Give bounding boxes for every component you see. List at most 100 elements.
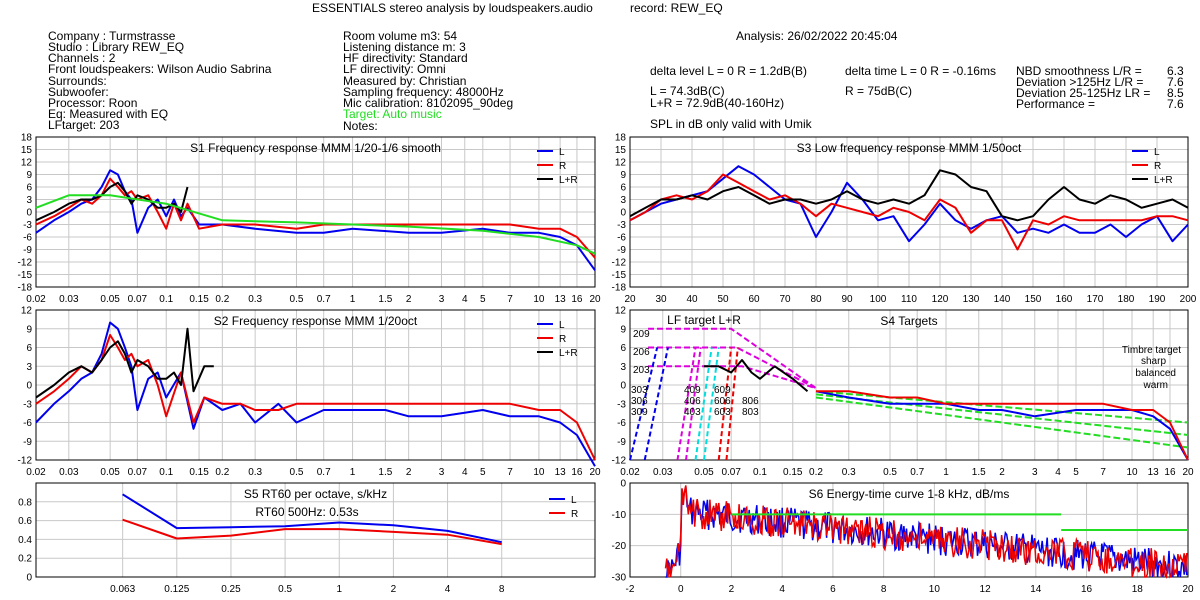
info-studio: Studio : Library REW_EQ — [48, 40, 185, 54]
y-tick-label: 0 — [620, 479, 626, 490]
plot-frame — [35, 309, 596, 461]
x-tick-label: 0.02 — [26, 467, 46, 478]
x-tick-label: 30 — [655, 294, 667, 305]
y-tick-label: -9 — [23, 437, 32, 448]
y-tick-label: 12 — [615, 158, 627, 169]
lf-slope-line — [643, 347, 669, 461]
x-tick-label: 190 — [1149, 294, 1166, 305]
x-tick-label: 0.07 — [128, 467, 148, 478]
lf-code: 606 — [714, 396, 731, 407]
x-tick-label: 12 — [980, 584, 992, 595]
series-line-L — [629, 165, 1189, 243]
y-tick-label: 0.2 — [18, 554, 32, 565]
y-tick-label: -18 — [612, 283, 627, 294]
x-tick-label: 14 — [1030, 584, 1042, 595]
x-tick-label: 2 — [999, 467, 1005, 478]
y-tick-label: 0.4 — [18, 535, 32, 546]
y-tick-label: 0.6 — [18, 516, 32, 527]
level-l: L = 74.3dB(C) — [650, 84, 725, 98]
x-tick-label: 0.15 — [189, 294, 209, 305]
series-line-target — [35, 194, 596, 255]
series-line-L — [35, 169, 596, 271]
lf-code: 303 — [631, 385, 648, 396]
x-tick-label: 1 — [350, 294, 356, 305]
info-eq: Eq: Measured with EQ — [48, 107, 169, 121]
x-tick-label: 1 — [350, 467, 356, 478]
x-tick-label: 10 — [929, 584, 941, 595]
x-tick-label: 0.7 — [910, 467, 924, 478]
x-tick-label: 16 — [1164, 467, 1176, 478]
x-tick-label: 4 — [462, 467, 468, 478]
x-tick-label: 0.3 — [248, 294, 262, 305]
timbre-label: Timbre target — [1122, 345, 1181, 356]
x-tick-label: 120 — [932, 294, 949, 305]
x-tick-label: 0.05 — [694, 467, 714, 478]
x-tick-label: 0.2 — [809, 467, 823, 478]
x-tick-label: 4 — [462, 294, 468, 305]
y-tick-label: 18 — [615, 133, 627, 144]
lf-slope-line — [717, 347, 733, 461]
x-tick-label: 13 — [555, 294, 567, 305]
y-tick-label: -15 — [18, 270, 33, 281]
timbre-warm: warm — [1143, 380, 1168, 391]
y-tick-label: -10 — [612, 510, 627, 521]
x-tick-label: 0.7 — [317, 294, 331, 305]
series-line-R — [816, 390, 1189, 461]
x-tick-label: 170 — [1087, 294, 1104, 305]
x-tick-label: 0.2 — [215, 467, 229, 478]
lf-code: 403 — [684, 407, 701, 418]
info-company: Company : Turmstrasse — [48, 29, 176, 43]
y-tick-label: -6 — [617, 418, 626, 429]
x-tick-label: 1.5 — [378, 294, 392, 305]
x-tick-label: 10 — [1126, 467, 1138, 478]
info-subwoofer: Subwoofer: — [48, 85, 109, 99]
y-tick-label: 12 — [21, 306, 33, 317]
legend-label: R — [559, 161, 566, 172]
lf-code: 309 — [631, 407, 648, 418]
y-tick-label: -9 — [617, 245, 626, 256]
y-tick-label: 15 — [21, 145, 33, 156]
lf-code: 409 — [684, 385, 701, 396]
record-name: record: REW_EQ — [630, 1, 723, 15]
x-tick-label: 16 — [571, 467, 583, 478]
x-tick-label: 200 — [1180, 294, 1197, 305]
x-tick-label: 140 — [994, 294, 1011, 305]
metric-nbd-label: NBD smoothness L/R = — [1016, 64, 1142, 78]
y-tick-label: 9 — [620, 324, 626, 335]
plot-frame — [35, 136, 596, 288]
x-tick-label: 18 — [1132, 584, 1144, 595]
x-tick-label: 16 — [571, 294, 583, 305]
y-tick-label: -3 — [23, 220, 32, 231]
lf-slope-line — [629, 347, 659, 461]
y-tick-label: 12 — [615, 306, 627, 317]
info-notes: Notes: — [343, 119, 378, 133]
x-tick-label: 4 — [445, 584, 451, 595]
metric-dev-lf-value: 8.5 — [1167, 86, 1184, 100]
report-title: ESSENTIALS stereo analysis by loudspeake… — [312, 1, 593, 15]
y-tick-label: -9 — [23, 245, 32, 256]
chart-title: S4 Targets — [880, 314, 937, 328]
x-tick-label: 5 — [480, 294, 486, 305]
chart-title: S3 Low frequency response MMM 1/50oct — [797, 141, 1022, 155]
x-tick-label: 13 — [1148, 467, 1160, 478]
x-tick-label: 6 — [830, 584, 836, 595]
y-tick-label: 6 — [620, 343, 626, 354]
x-tick-label: 20 — [1182, 467, 1194, 478]
x-tick-label: 7 — [507, 467, 513, 478]
legend-label: L+R — [559, 175, 578, 186]
legend-label: R — [1154, 161, 1161, 172]
y-tick-label: 6 — [26, 343, 32, 354]
y-tick-label: -30 — [612, 573, 627, 584]
y-tick-label: 3 — [620, 362, 626, 373]
x-tick-label: 0.125 — [164, 584, 189, 595]
x-tick-label: 0.5 — [290, 467, 304, 478]
metric-nbd-value: 6.3 — [1167, 64, 1184, 78]
y-tick-label: -3 — [23, 399, 32, 410]
chart-title: S6 Energy-time curve 1-8 kHz, dB/ms — [809, 487, 1010, 501]
x-tick-label: 60 — [748, 294, 760, 305]
x-tick-label: 0.07 — [128, 294, 148, 305]
x-tick-label: 5 — [480, 467, 486, 478]
lf-code: 406 — [684, 396, 701, 407]
